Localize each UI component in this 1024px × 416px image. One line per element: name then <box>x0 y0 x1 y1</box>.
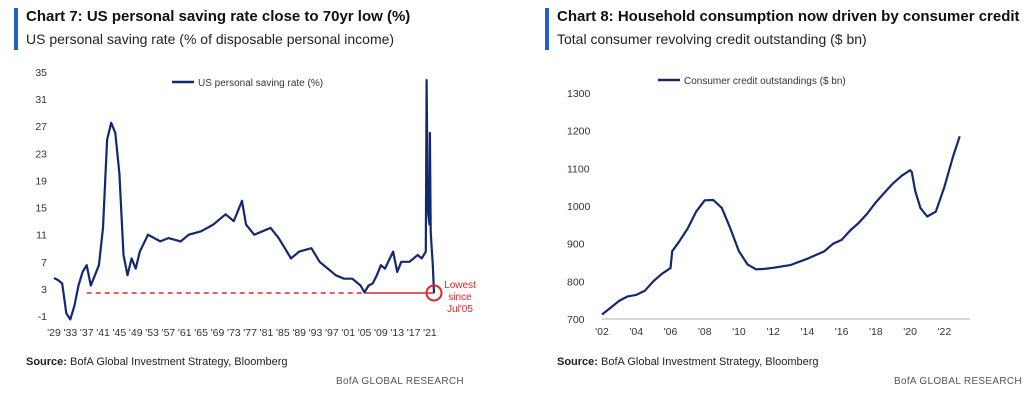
y-tick-label: 15 <box>35 203 47 215</box>
y-tick-label: 31 <box>35 94 47 106</box>
chart-8-panel: Chart 8: Household consumption now drive… <box>545 0 1024 416</box>
y-tick-label: 1200 <box>567 126 591 138</box>
title-accent-bar <box>14 8 18 50</box>
y-tick-label: 23 <box>35 148 47 160</box>
x-tick-label: '14 <box>801 326 815 338</box>
x-tick-label: '93 <box>309 327 323 339</box>
x-tick-label: '49 <box>129 327 143 339</box>
y-tick-label: 1000 <box>567 201 591 213</box>
y-tick-label: 19 <box>35 175 47 187</box>
x-tick-label: '22 <box>937 326 951 338</box>
brand-label: BofA GLOBAL RESEARCH <box>336 376 464 387</box>
source-note: Source: BofA Global Investment Strategy,… <box>557 356 819 368</box>
x-tick-label: '85 <box>276 327 290 339</box>
x-tick-label: '97 <box>325 327 339 339</box>
x-tick-label: '53 <box>145 327 159 339</box>
x-tick-label: '01 <box>341 327 355 339</box>
y-tick-label: 7 <box>41 257 47 269</box>
x-tick-label: '04 <box>629 326 643 338</box>
x-tick-label: '77 <box>243 327 257 339</box>
x-tick-label: '17 <box>407 327 421 339</box>
title-accent-bar <box>545 8 549 50</box>
y-tick-label: 900 <box>567 239 585 251</box>
x-tick-label: '29 <box>47 327 61 339</box>
chart-title: Chart 7: US personal saving rate close t… <box>26 8 411 25</box>
chart-subtitle: US personal saving rate (% of disposable… <box>26 31 395 47</box>
x-tick-label: '21 <box>423 327 437 339</box>
lowest-marker-circle <box>425 284 443 302</box>
y-tick-label: 1100 <box>567 163 590 175</box>
annotation-text: Lowest <box>444 280 476 291</box>
source-label: Source: <box>557 356 598 368</box>
y-tick-label: 1300 <box>567 88 591 100</box>
x-tick-label: '45 <box>113 327 127 339</box>
x-tick-label: '20 <box>903 326 917 338</box>
legend-label: US personal saving rate (%) <box>198 78 323 89</box>
x-tick-label: '65 <box>194 327 208 339</box>
chart-subtitle: Total consumer revolving credit outstand… <box>557 31 867 47</box>
source-label: Source: <box>26 356 67 368</box>
x-tick-label: '81 <box>260 327 274 339</box>
chart-7-panel: Chart 7: US personal saving rate close t… <box>14 0 504 416</box>
x-tick-label: '13 <box>390 327 404 339</box>
x-tick-label: '41 <box>96 327 110 339</box>
annotation-text: Jul'05 <box>447 304 473 315</box>
x-tick-label: '16 <box>835 326 849 338</box>
y-tick-label: 3 <box>41 284 47 296</box>
x-tick-label: '10 <box>732 326 746 338</box>
x-tick-label: '06 <box>664 326 678 338</box>
x-tick-label: '12 <box>766 326 780 338</box>
source-text: BofA Global Investment Strategy, Bloombe… <box>601 356 819 368</box>
y-tick-label: 35 <box>35 67 47 79</box>
series-line <box>601 135 961 316</box>
x-tick-label: '37 <box>80 327 94 339</box>
consumer-credit-chart: 700 800 900 1000 1100 1200 1300 '02 '04 '06 '08 '10… <box>567 76 970 338</box>
x-tick-label: '69 <box>211 327 225 339</box>
x-tick-label: '61 <box>178 327 192 339</box>
legend-label: Consumer credit outstandings ($ bn) <box>684 76 846 87</box>
x-tick-label: '05 <box>358 327 372 339</box>
y-tick-label: 27 <box>35 121 47 133</box>
annotation-text: since <box>448 292 472 303</box>
x-tick-label: '18 <box>869 326 883 338</box>
brand-label: BofA GLOBAL RESEARCH <box>894 376 1022 387</box>
x-tick-label: '02 <box>595 326 609 338</box>
y-tick-label: 700 <box>567 314 585 326</box>
x-tick-label: '73 <box>227 327 241 339</box>
x-tick-label: '09 <box>374 327 388 339</box>
y-tick-label: 800 <box>567 276 585 288</box>
source-note: Source: BofA Global Investment Strategy,… <box>26 356 288 368</box>
x-tick-label: '33 <box>64 327 78 339</box>
x-tick-label: '57 <box>162 327 176 339</box>
y-tick-label: -1 <box>38 311 47 323</box>
series-line <box>53 78 436 321</box>
chart-title: Chart 8: Household consumption now drive… <box>557 8 1020 25</box>
x-tick-label: '08 <box>698 326 712 338</box>
source-text: BofA Global Investment Strategy, Bloombe… <box>70 356 288 368</box>
x-tick-label: '89 <box>292 327 306 339</box>
y-tick-label: 11 <box>36 230 47 242</box>
